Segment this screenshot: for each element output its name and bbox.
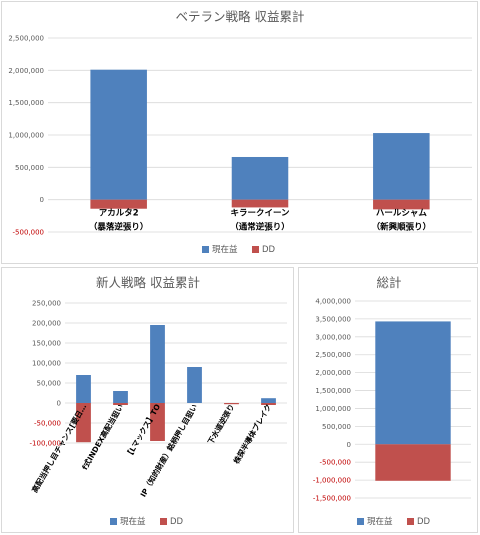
y-tick-label: 1,500,000 (8, 99, 44, 107)
dd-bar (375, 444, 451, 481)
total-chart-panel: 総計 -1,500,000 -1,000,000 -500,000 0 500,000 1,… (298, 267, 478, 533)
y-tick-label: -1,000,000 (313, 477, 351, 485)
newcomer-chart-panel: 新人戦略 収益累計 -100,000 -50,000 0 50,000 100,000 15… (1, 267, 294, 533)
legend-swatch-dd (252, 246, 259, 253)
category-label: （新興順張り） (372, 222, 432, 233)
newcomer-chart-svg: 新人戦略 収益累計 -100,000 -50,000 0 50,000 100,000 15… (29, 275, 287, 527)
category-label: 高配当押し目チャンス[要日… (29, 402, 88, 494)
y-tick-label: 500,000 (15, 164, 44, 172)
profit-bar (90, 69, 147, 200)
y-tick-label: 150,000 (32, 340, 61, 348)
category-label: （通常逆張り） (230, 222, 290, 233)
profit-bar (187, 367, 202, 403)
chart-title: ベテラン戦略 収益累計 (176, 9, 305, 24)
y-tick-label: 50,000 (37, 380, 62, 388)
profit-bar (261, 398, 276, 403)
chart-title: 総計 (376, 275, 401, 290)
category-label: ハールシャム (376, 209, 428, 219)
dd-bar (373, 199, 430, 210)
y-tick-label: 0 (40, 196, 44, 204)
category-label: キラークイーン (230, 208, 290, 219)
legend-label-profit: 現在益 (367, 516, 393, 527)
y-tick-label: 100,000 (32, 360, 61, 368)
y-tick-label: 200,000 (32, 320, 61, 328)
legend-swatch-profit (357, 518, 364, 525)
legend-swatch-profit (202, 246, 209, 253)
chart-title: 新人戦略 収益累計 (96, 275, 200, 290)
legend-label-dd: DD (417, 517, 431, 527)
y-tick-label: -500,000 (320, 459, 351, 467)
profit-bar (373, 133, 430, 200)
profit-bar (231, 156, 289, 200)
dd-bar (261, 403, 276, 405)
legend-label-dd: DD (262, 245, 276, 255)
y-tick-label: -1,500,000 (313, 495, 351, 503)
legend-swatch-profit (110, 518, 117, 525)
y-tick-label: -500,000 (13, 229, 44, 237)
legend-swatch-dd (407, 518, 414, 525)
legend-label-profit: 現在益 (120, 516, 146, 527)
y-tick-label: 4,000,000 (315, 298, 351, 306)
profit-bar (113, 391, 128, 403)
dd-bar (113, 403, 128, 405)
category-label: 株探半導体ブレイク (231, 402, 273, 465)
dd-bar (150, 403, 165, 441)
y-tick-label: 2,000,000 (8, 67, 44, 75)
y-tick-label: 3,000,000 (315, 333, 351, 341)
legend-label-dd: DD (170, 517, 184, 527)
y-tick-label: 2,500,000 (8, 35, 44, 43)
y-tick-label: 0 (347, 441, 351, 449)
profit-bar (76, 375, 91, 403)
veteran-chart-svg: ベテラン戦略 収益累計 -500,000 0 500,000 1,000,000 1,50… (8, 9, 472, 255)
veteran-chart-panel: ベテラン戦略 収益累計 -500,000 0 500,000 1,000,000 1,50… (1, 1, 478, 264)
category-label: 下水道逆張り (205, 402, 236, 446)
y-tick-label: -100,000 (30, 440, 61, 448)
profit-bar (375, 321, 451, 445)
dd-bar (76, 403, 91, 443)
total-chart-svg: 総計 -1,500,000 -1,000,000 -500,000 0 500,000 1,… (313, 275, 471, 527)
dd-bar (231, 199, 289, 208)
y-tick-label: 2,500,000 (315, 351, 351, 359)
legend-swatch-dd (160, 518, 167, 525)
y-tick-label: 1,000,000 (315, 405, 351, 413)
legend-label-profit: 現在益 (212, 244, 238, 255)
dd-bar (90, 199, 147, 209)
y-tick-label: 500,000 (322, 423, 351, 431)
y-tick-label: 250,000 (32, 300, 61, 308)
y-tick-label: 0 (57, 400, 61, 408)
dd-bar (224, 403, 239, 405)
category-label: （暴落逆張り） (89, 222, 149, 233)
y-tick-label: 2,000,000 (315, 369, 351, 377)
y-tick-label: -50,000 (34, 420, 61, 428)
profit-bar (150, 325, 165, 403)
y-tick-label: 1,500,000 (315, 387, 351, 395)
category-label: アカルタ2 (99, 208, 139, 219)
y-tick-label: 1,000,000 (8, 132, 44, 140)
y-tick-label: 3,500,000 (315, 315, 351, 323)
